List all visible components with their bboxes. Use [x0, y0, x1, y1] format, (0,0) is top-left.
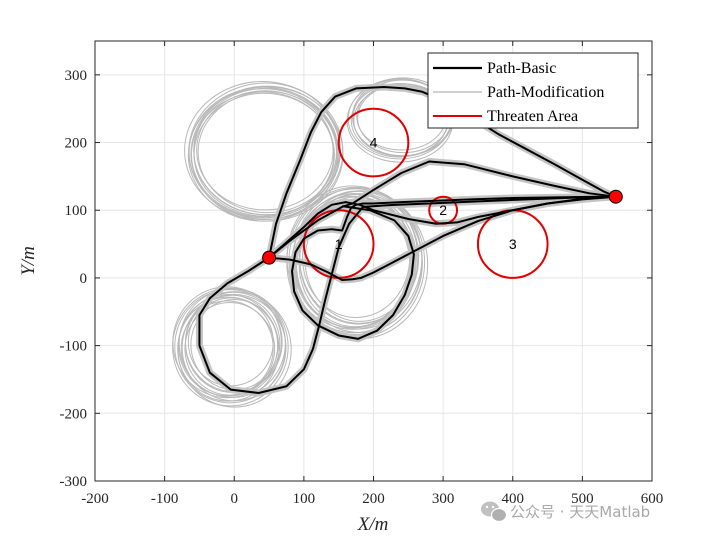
basic-path [268, 160, 616, 259]
wechat-icon [481, 501, 508, 523]
axis-ticks: -200 -100 0 100 200 300 400 500 600-300-200-1000… [60, 41, 664, 507]
modification-path [174, 289, 287, 404]
x-tick-label: 200 [362, 491, 385, 507]
basic-path [268, 86, 617, 258]
basic-paths [198, 86, 617, 394]
basic-path [268, 195, 616, 259]
modification-path [180, 300, 274, 397]
modification-path [177, 291, 292, 408]
x-tick-label: 400 [502, 491, 525, 507]
legend-label-path-modification: Path-Modification [487, 84, 604, 101]
watermark-text: 公众号 · 天天Matlab [510, 503, 650, 521]
x-tick-label: -100 [151, 491, 179, 507]
threat-area-label: 2 [439, 202, 447, 218]
y-tick-label: 100 [65, 203, 88, 219]
threat-area-circle [337, 107, 410, 178]
y-tick-label: -100 [60, 339, 88, 355]
x-tick-label: 300 [432, 491, 455, 507]
legend-label-path-basic: Path-Basic [487, 60, 556, 77]
y-tick-label: -300 [60, 474, 88, 490]
modification-path [197, 91, 338, 214]
x-tick-label: -200 [81, 491, 109, 507]
endpoints [262, 189, 623, 265]
x-tick-label: 0 [231, 491, 239, 507]
threat-area-label: 1 [335, 236, 343, 252]
y-tick-label: 300 [65, 68, 88, 84]
modification-path [172, 287, 289, 407]
basic-path [291, 195, 616, 340]
legend-label-threaten-area: Threaten Area [487, 108, 578, 125]
x-tick-label: 600 [641, 491, 664, 507]
y-tick-label: 200 [65, 136, 88, 152]
modification-path [196, 90, 334, 211]
legend: Path-Basic Path-Modification Threaten Ar… [427, 52, 639, 129]
threat-area-label: 4 [370, 135, 378, 151]
x-axis-title: X/m [357, 514, 389, 535]
y-axis-title: Y/m [18, 246, 39, 276]
x-tick-label: 100 [293, 491, 316, 507]
watermark: 公众号 · 天天Matlab [481, 501, 650, 523]
modification-path [184, 302, 276, 396]
basic-path [198, 195, 616, 394]
modification-path [299, 190, 420, 324]
modification-path [190, 91, 335, 218]
endpoint-marker-goal [608, 189, 623, 204]
endpoint-marker-start [262, 250, 277, 265]
threat-area-label: 3 [509, 236, 517, 252]
y-tick-label: 0 [80, 271, 88, 287]
y-tick-label: -200 [60, 406, 88, 422]
x-tick-label: 500 [571, 491, 594, 507]
